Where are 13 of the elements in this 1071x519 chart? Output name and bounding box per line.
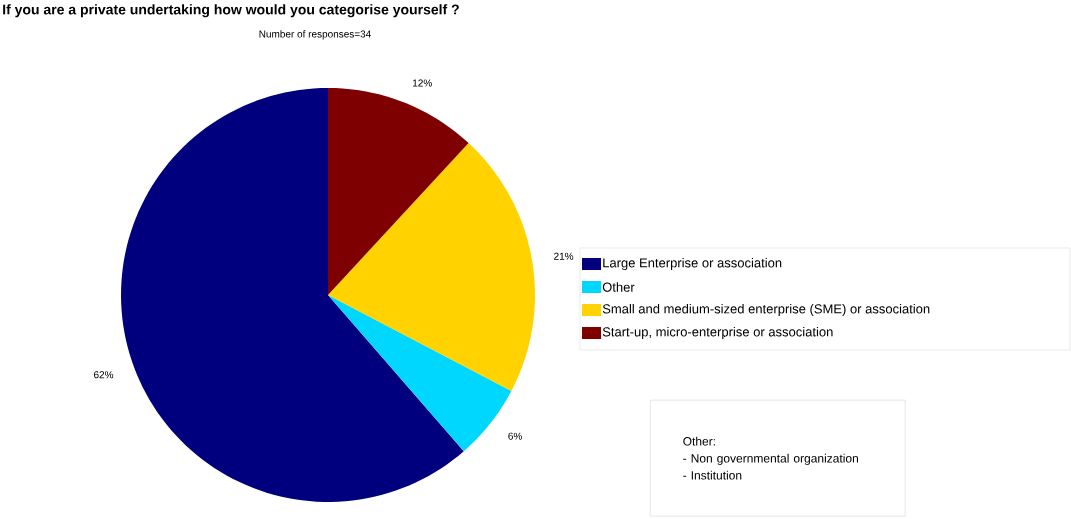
legend-label: Start-up, micro-enterprise or association <box>602 326 833 340</box>
legend-label: Large Enterprise or association <box>603 257 782 271</box>
chart-title: If you are a private undertaking how would you categorise yourself ? <box>3 4 459 18</box>
text: Other: <box>683 436 715 446</box>
text: - Non governmental organization <box>683 453 858 465</box>
data-label: 12% <box>413 79 432 87</box>
legend-label: Other <box>602 282 635 292</box>
text: - Institution <box>683 470 742 480</box>
legend-label: Small and medium-sized enterprise (SME) or association <box>602 303 930 317</box>
data-label: 62% <box>94 371 114 379</box>
chart-subtitle: Number of responses=34 <box>259 30 371 40</box>
data-label: 6% <box>508 432 522 440</box>
data-label: 21% <box>554 252 574 260</box>
